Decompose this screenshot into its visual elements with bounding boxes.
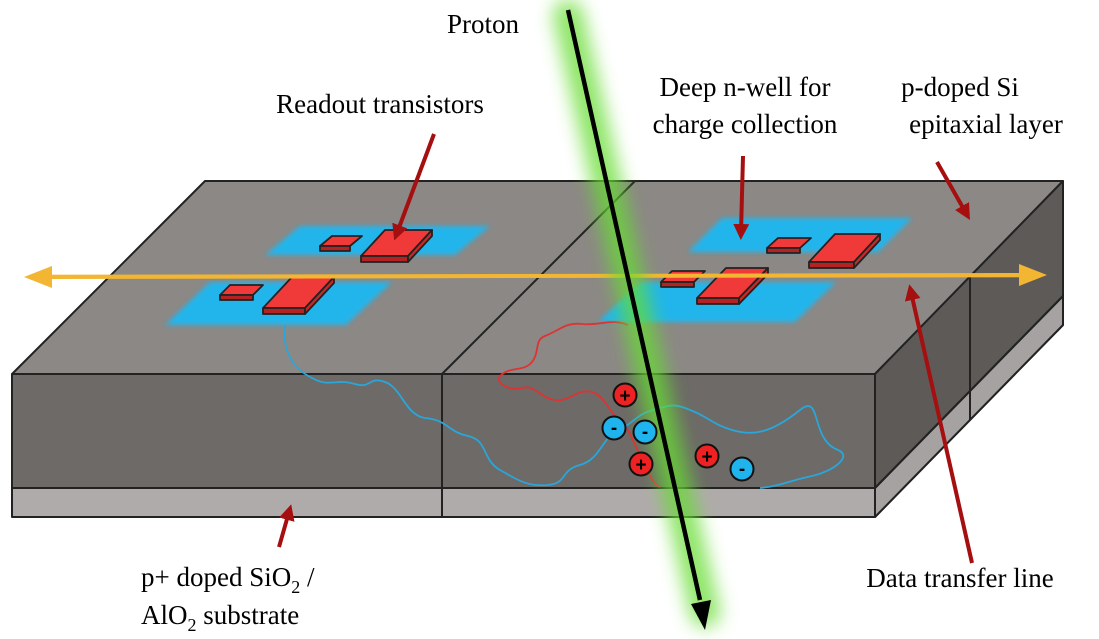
data-line-left-head — [24, 266, 52, 288]
svg-text:+: + — [701, 447, 712, 468]
deep-nwell-label-line2: charge collection — [653, 109, 838, 139]
pointer-arrows — [277, 133, 974, 564]
hole-3: + — [694, 443, 720, 469]
proton-label: Proton — [447, 9, 520, 39]
data-line-arrow — [904, 284, 974, 564]
electron-1: - — [601, 415, 627, 441]
electron-path — [283, 324, 845, 489]
svg-text:+: + — [635, 455, 646, 476]
readout-label: Readout transistors — [276, 89, 484, 119]
data-line-label: Data transfer line — [866, 563, 1053, 593]
readout-arrow — [392, 133, 436, 241]
labels: Proton Readout transistors Deep n-well f… — [141, 9, 1063, 635]
hole-2: + — [628, 451, 654, 477]
substrate-label-line2: AlO2 substrate — [141, 600, 299, 635]
svg-text:-: - — [611, 418, 617, 439]
pdoped-label-line2: epitaxial layer — [909, 109, 1063, 139]
substrate-layer — [11, 487, 876, 518]
pdoped-label-line1: p-doped Si — [901, 72, 1019, 102]
proton-track — [553, 0, 720, 630]
charge-paths — [283, 321, 845, 489]
substrate-arrow — [277, 504, 295, 548]
data-transfer-line — [24, 264, 1047, 288]
data-line-right-head — [1019, 264, 1047, 286]
charge-carriers: + - - + + - — [601, 382, 755, 482]
electron-2: - — [632, 419, 658, 445]
proton-arrowhead — [691, 600, 711, 630]
svg-text:-: - — [739, 459, 745, 480]
deep-nwell-label-line1: Deep n-well for — [660, 72, 831, 102]
hole-1: + — [612, 382, 638, 408]
electron-3: - — [729, 456, 755, 482]
transistors — [219, 229, 881, 315]
pdoped-arrow — [935, 161, 970, 220]
svg-text:-: - — [642, 422, 648, 443]
svg-text:+: + — [619, 386, 630, 407]
substrate-label-line1: p+ doped SiO2 / — [141, 562, 315, 597]
hole-path — [497, 321, 661, 488]
nwell-arrow — [733, 155, 750, 240]
